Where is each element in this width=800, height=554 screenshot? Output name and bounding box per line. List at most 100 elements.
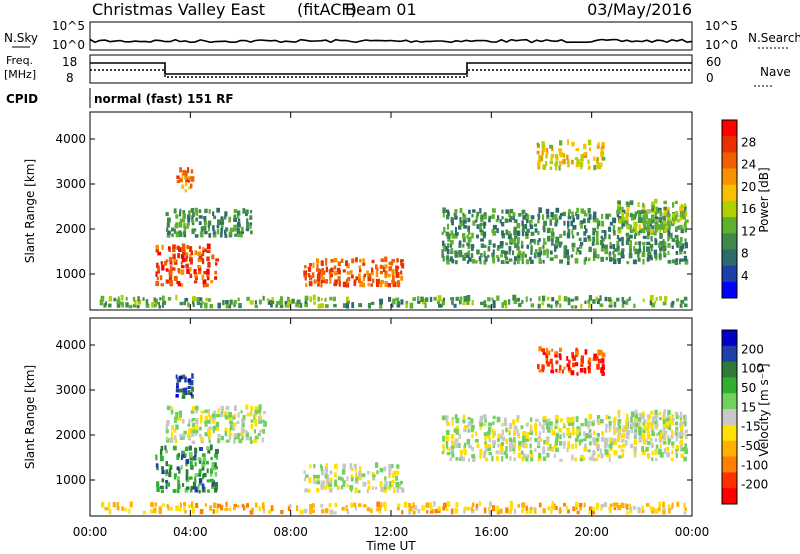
heatmap-cell-1-5 <box>658 434 662 439</box>
heatmap-cell-1-4 <box>224 411 228 415</box>
heatmap-cell-0-3 <box>151 302 155 308</box>
heatmap-cell-1-3 <box>658 501 661 507</box>
heatmap-cell-0-3 <box>158 305 161 309</box>
heatmap-cell-1-7 <box>662 427 666 433</box>
heatmap-cell-0-7 <box>655 211 658 215</box>
heatmap-cell-1-5 <box>525 456 529 462</box>
heatmap-cell-1-3 <box>583 502 586 508</box>
heatmap-cell-1-5 <box>608 444 613 449</box>
heatmap-cell-1-5 <box>578 431 582 436</box>
heatmap-cell-1-5 <box>684 429 688 433</box>
heatmap-cell-0-5 <box>480 243 485 248</box>
heatmap-cell-1-2 <box>349 485 354 490</box>
date-title: 03/May/2016 <box>587 0 692 19</box>
heatmap-cell-1-4 <box>215 421 220 428</box>
heatmap-cell-0-5 <box>471 232 474 239</box>
heatmap-cell-0-0 <box>186 268 190 274</box>
heatmap-cell-1-4 <box>224 415 229 420</box>
heatmap-cell-0-5 <box>563 230 566 236</box>
heatmap-cell-0-3 <box>412 297 417 302</box>
heatmap-cell-0-5 <box>551 242 554 246</box>
heatmap-cell-1-0 <box>197 457 202 461</box>
heatmap-cell-1-5 <box>492 440 496 446</box>
heatmap-cell-0-5 <box>483 250 486 255</box>
heatmap-cell-1-2 <box>316 480 321 485</box>
heatmap-cell-1-5 <box>566 427 571 432</box>
heatmap-cell-1-5 <box>446 443 449 449</box>
heatmap-cell-0-6 <box>562 158 566 165</box>
heatmap-cell-1-3 <box>521 510 525 514</box>
heatmap-cell-1-5 <box>445 435 449 442</box>
heatmap-cell-1-5 <box>479 452 483 459</box>
heatmap-cell-1-5 <box>624 427 628 433</box>
heatmap-cell-1-4 <box>166 420 170 425</box>
heatmap-cell-0-5 <box>533 252 537 259</box>
heatmap-cell-1-5 <box>488 422 492 427</box>
heatmap-cell-1-7 <box>618 425 621 430</box>
heatmap-cell-1-3 <box>455 502 459 508</box>
heatmap-cell-1-7 <box>617 422 621 427</box>
heatmap-cell-0-5 <box>483 260 487 265</box>
heatmap-cell-1-2 <box>349 463 353 469</box>
heatmap-cell-1-6 <box>558 368 561 373</box>
heatmap-cell-0-5 <box>609 244 613 249</box>
heatmap-cell-0-3 <box>358 303 363 308</box>
heatmap-cell-1-6 <box>559 347 562 352</box>
heatmap-cell-0-5 <box>596 254 600 259</box>
heatmap-cell-0-6 <box>549 166 553 170</box>
heatmap-cell-1-5 <box>551 429 556 436</box>
heatmap-cell-1-5 <box>492 421 495 426</box>
heatmap-cell-1-5 <box>562 423 566 427</box>
heatmap-cell-1-3 <box>629 506 633 511</box>
heatmap-cell-0-5 <box>443 247 446 252</box>
heatmap-cell-1-2 <box>358 471 362 475</box>
heatmap-cell-1-7 <box>679 411 683 416</box>
heatmap-cell-0-3 <box>132 296 136 302</box>
heatmap-cell-1-3 <box>646 503 650 507</box>
heatmap-cell-0-5 <box>499 241 504 246</box>
heatmap-cell-1-5 <box>445 429 450 436</box>
heatmap-cell-1-5 <box>579 457 584 462</box>
heatmap-cell-1-0 <box>210 468 213 474</box>
heatmap-cell-0-5 <box>483 221 487 226</box>
heatmap-cell-1-3 <box>591 506 595 512</box>
heatmap-cell-1-0 <box>214 482 218 487</box>
heatmap-cell-0-3 <box>187 302 190 308</box>
heatmap-cell-1-3 <box>624 503 628 508</box>
heatmap-cell-0-5 <box>609 257 613 262</box>
heatmap-cell-0-3 <box>570 305 574 309</box>
heatmap-cell-0-4 <box>236 221 241 226</box>
heatmap-cell-0-2 <box>392 275 395 281</box>
heatmap-cell-0-5 <box>579 244 583 249</box>
heatmap-cell-0-5 <box>563 220 566 226</box>
heatmap-cell-1-7 <box>667 409 671 415</box>
heatmap-cell-1-3 <box>613 507 617 511</box>
heatmap-cell-1-0 <box>176 454 180 460</box>
heatmap-cell-1-3 <box>413 505 418 510</box>
heatmap-cell-0-5 <box>667 230 671 237</box>
heatmap-cell-0-5 <box>551 216 554 220</box>
heatmap-cell-0-5 <box>484 256 488 262</box>
heatmap-cell-0-5 <box>445 255 449 261</box>
heatmap-cell-0-5 <box>522 251 525 255</box>
heatmap-cell-1-2 <box>321 470 324 476</box>
heatmap-cell-0-5 <box>584 256 587 262</box>
heatmap-cell-1-3 <box>191 509 196 514</box>
heatmap-cell-1-2 <box>350 474 354 478</box>
heatmap-cell-1-3 <box>533 506 536 511</box>
heatmap-cell-1-7 <box>626 429 631 434</box>
heatmap-cell-0-3 <box>563 296 568 302</box>
heatmap-cell-1-4 <box>204 420 208 424</box>
heatmap-cell-1-2 <box>358 490 361 494</box>
heatmap-cell-0-4 <box>192 212 195 217</box>
heatmap-cell-0-4 <box>179 232 183 237</box>
heatmap-cell-1-5 <box>554 440 558 446</box>
heatmap-cell-1-7 <box>637 417 641 422</box>
colorbar-segment <box>722 377 737 394</box>
heatmap-cell-0-6 <box>555 160 559 165</box>
heatmap-cell-0-3 <box>396 301 400 305</box>
heatmap-cell-1-5 <box>580 423 584 427</box>
heatmap-cell-0-2 <box>336 267 341 272</box>
heatmap-cell-1-4 <box>240 430 245 437</box>
